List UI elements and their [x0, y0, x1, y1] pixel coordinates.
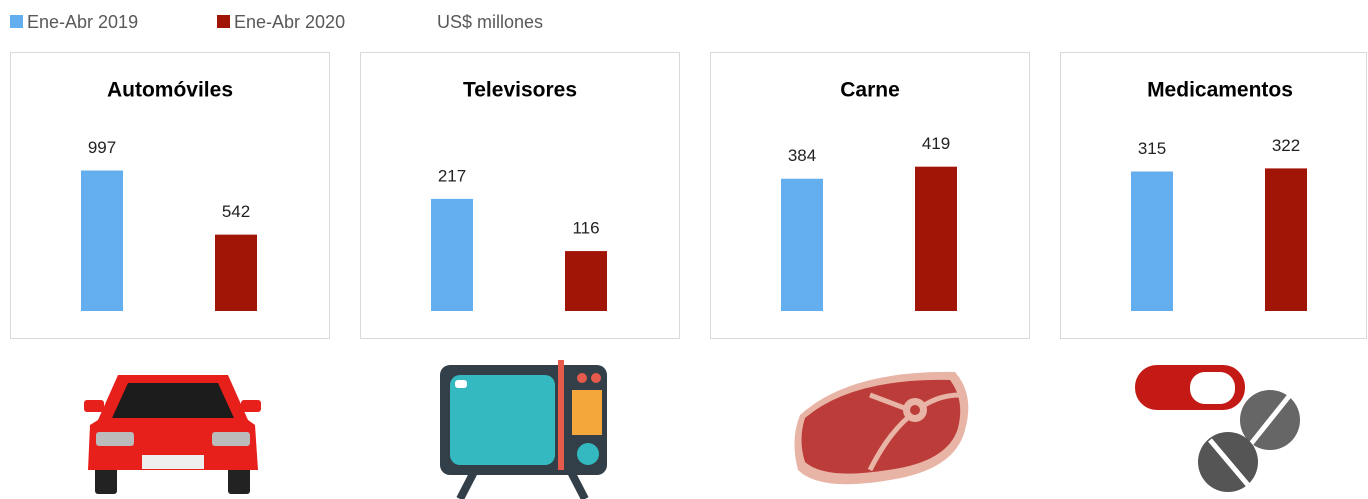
panel-title: Automóviles — [107, 79, 233, 102]
legend-label: Ene-Abr 2020 — [234, 12, 345, 32]
pills-icon — [1135, 365, 1300, 492]
data-label: 542 — [222, 202, 250, 221]
data-label: 116 — [572, 219, 599, 238]
unit-note: US$ millones — [437, 12, 543, 32]
panel-title: Carne — [840, 79, 900, 102]
bar — [781, 179, 823, 311]
legend-label: Ene-Abr 2019 — [27, 12, 138, 32]
data-label: 315 — [1138, 139, 1166, 158]
bar — [215, 235, 257, 311]
data-label: 419 — [922, 134, 950, 153]
data-label: 217 — [438, 166, 466, 185]
panel-title: Televisores — [463, 79, 577, 102]
car-icon — [84, 375, 261, 494]
data-label: 322 — [1272, 136, 1300, 155]
meat-icon — [794, 372, 968, 484]
bar — [915, 167, 957, 311]
bar — [1265, 168, 1307, 311]
legend-swatch — [217, 15, 230, 28]
panel-title: Medicamentos — [1147, 79, 1293, 102]
chart: Ene-Abr 2019 Ene-Abr 2020 US$ millones Auto… — [0, 0, 1368, 499]
data-label: 997 — [88, 138, 116, 157]
legend-swatch — [10, 15, 23, 28]
bar — [565, 251, 607, 311]
data-label: 384 — [788, 146, 816, 165]
bar — [431, 199, 473, 311]
page: {"legend": [{"name": "Ene-Abr 2019", "co… — [0, 0, 1368, 499]
bar — [1131, 172, 1173, 312]
tv-icon — [440, 360, 607, 499]
bar — [81, 171, 123, 311]
